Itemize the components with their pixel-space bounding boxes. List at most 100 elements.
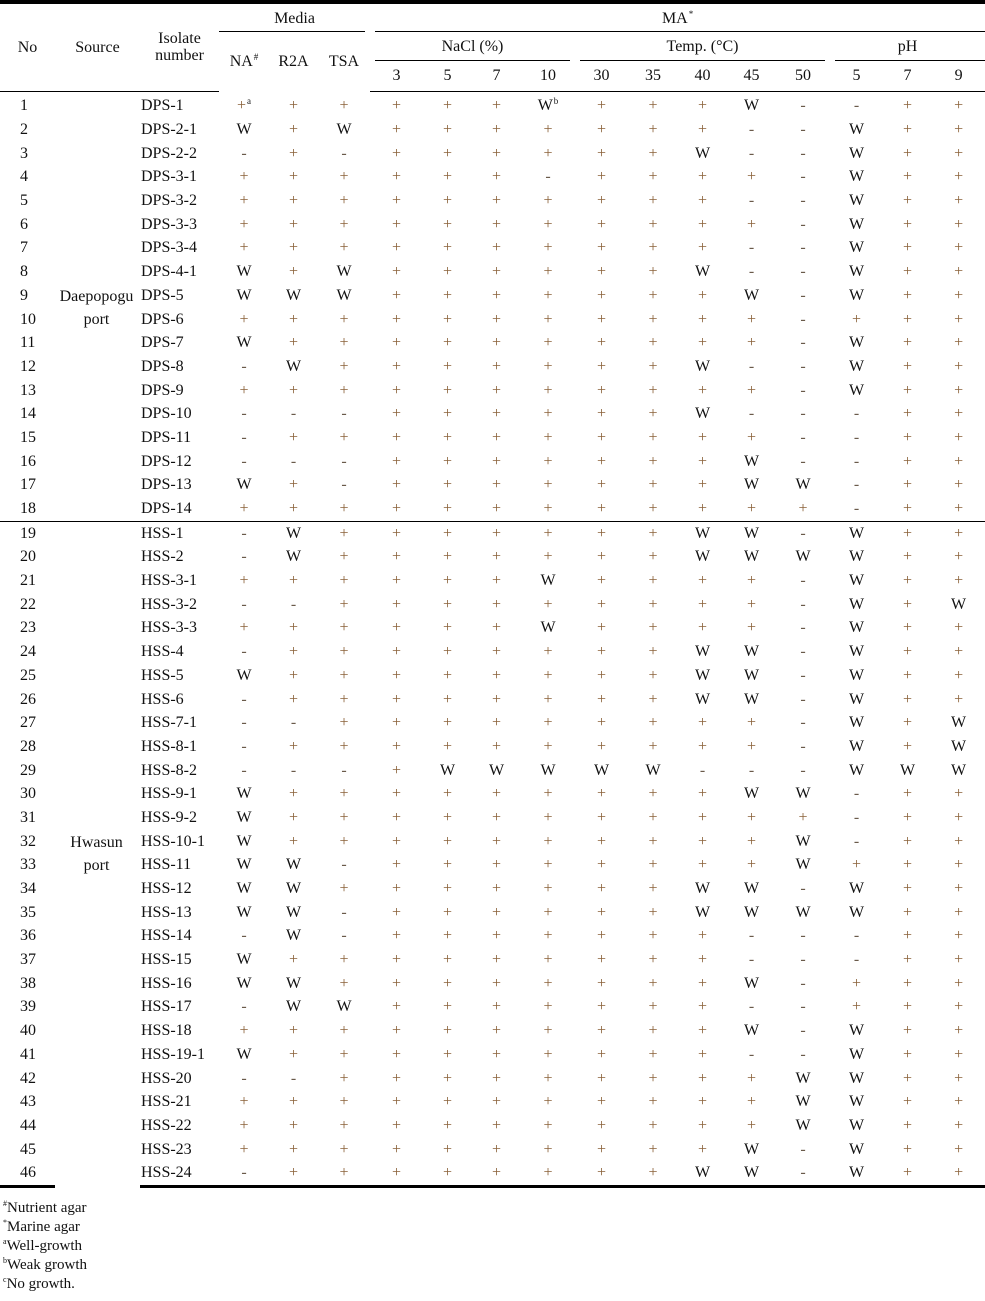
growth-symbol: + [288, 1045, 299, 1063]
growth-symbol: + [442, 643, 453, 661]
growth-symbol: + [339, 1093, 349, 1111]
growth-value: + [472, 118, 521, 142]
growth-value: + [472, 877, 521, 901]
growth-value: - [727, 1043, 776, 1067]
growth-symbol: - [341, 405, 347, 423]
growth-value: + [932, 640, 985, 664]
growth-symbol: W [743, 524, 760, 542]
growth-symbol: + [442, 690, 453, 708]
growth-symbol: - [748, 761, 755, 779]
growth-value: + [575, 972, 628, 996]
growth-symbol: + [902, 121, 913, 139]
growth-symbol: + [236, 97, 247, 115]
growth-symbol: + [648, 974, 658, 992]
growth-value: + [370, 996, 423, 1020]
growth-value: + [472, 546, 521, 570]
growth-value: + [628, 213, 678, 237]
growth-symbol: - [241, 405, 247, 423]
growth-value: + [423, 1067, 472, 1091]
growth-symbol: + [339, 643, 349, 661]
header-ph-7: 7 [883, 61, 932, 92]
growth-value: - [219, 1067, 269, 1091]
growth-value: W [830, 237, 883, 261]
growth-symbol: + [596, 785, 607, 803]
growth-value: + [883, 617, 932, 641]
growth-value: W [678, 355, 727, 379]
growth-symbol: W [285, 880, 302, 898]
growth-value: + [521, 1019, 575, 1043]
growth-value: + [472, 640, 521, 664]
growth-value: + [423, 617, 472, 641]
growth-value: + [370, 426, 423, 450]
growth-value: - [727, 948, 776, 972]
growth-symbol: W [336, 121, 352, 139]
growth-symbol: W [743, 286, 760, 304]
table-row: 30 HSS-9-1 W + + + + + + + + + W W - + + [0, 782, 985, 806]
growth-value: + [883, 688, 932, 712]
growth-symbol: + [543, 121, 553, 139]
growth-value: + [423, 1090, 472, 1114]
growth-value: + [472, 91, 521, 118]
growth-symbol: - [853, 97, 860, 115]
row-no: 43 [20, 1093, 36, 1111]
growth-value: + [318, 355, 370, 379]
growth-symbol: + [648, 714, 658, 732]
growth-value: - [219, 996, 269, 1020]
source-line: Hwasun [70, 834, 123, 852]
growth-value: + [370, 1043, 423, 1067]
growth-symbol: + [902, 1140, 913, 1158]
growth-value: - [219, 520, 269, 546]
growth-symbol: + [442, 452, 453, 470]
growth-value: + [575, 520, 628, 546]
growth-value: - [776, 759, 830, 783]
growth-symbol: + [391, 714, 402, 732]
growth-value: + [628, 355, 678, 379]
growth-symbol: + [648, 1069, 658, 1087]
growth-value: + [727, 711, 776, 735]
growth-symbol: + [491, 808, 502, 826]
growth-value: + [423, 830, 472, 854]
growth-symbol: W [848, 666, 865, 684]
growth-value: W [776, 1067, 830, 1091]
isolate-number: DPS-5 [141, 286, 184, 304]
growth-value: W [830, 1019, 883, 1043]
growth-symbol: - [800, 714, 806, 732]
growth-symbol: + [543, 880, 553, 898]
growth-value: + [883, 972, 932, 996]
growth-value: W [727, 640, 776, 664]
growth-symbol: + [596, 500, 607, 518]
growth-symbol: + [543, 1164, 553, 1182]
growth-value: + [521, 854, 575, 878]
growth-value: + [628, 972, 678, 996]
growth-symbol: + [391, 643, 402, 661]
table-row: 3 DPS-2-2- + - + + + + + + W - - W + + [0, 142, 985, 166]
growth-symbol: + [491, 334, 502, 352]
row-no: 14 [20, 405, 36, 423]
growth-symbol: + [391, 808, 402, 826]
growth-symbol: + [239, 572, 249, 590]
growth-value: + [883, 996, 932, 1020]
growth-value: + [883, 711, 932, 735]
growth-value: + [370, 664, 423, 688]
growth-value: + [370, 1090, 423, 1114]
growth-value: W [830, 593, 883, 617]
growth-value: + [575, 426, 628, 450]
growth-symbol: - [853, 428, 860, 446]
row-no: 45 [20, 1140, 36, 1158]
growth-symbol: W [848, 1045, 865, 1063]
growth-value: + [370, 1138, 423, 1162]
growth-symbol: + [391, 357, 402, 375]
growth-value: + [883, 260, 932, 284]
growth-value: + [219, 1138, 269, 1162]
growth-value: W [678, 664, 727, 688]
growth-symbol: - [853, 927, 860, 945]
growth-symbol: + [442, 974, 453, 992]
growth-symbol: + [543, 334, 553, 352]
growth-symbol: W [236, 785, 252, 803]
growth-symbol: + [543, 1069, 553, 1087]
growth-symbol: + [391, 619, 402, 637]
growth-value: + [678, 1043, 727, 1067]
growth-value: + [269, 91, 318, 118]
growth-symbol: + [391, 168, 402, 186]
growth-symbol: + [954, 927, 964, 945]
